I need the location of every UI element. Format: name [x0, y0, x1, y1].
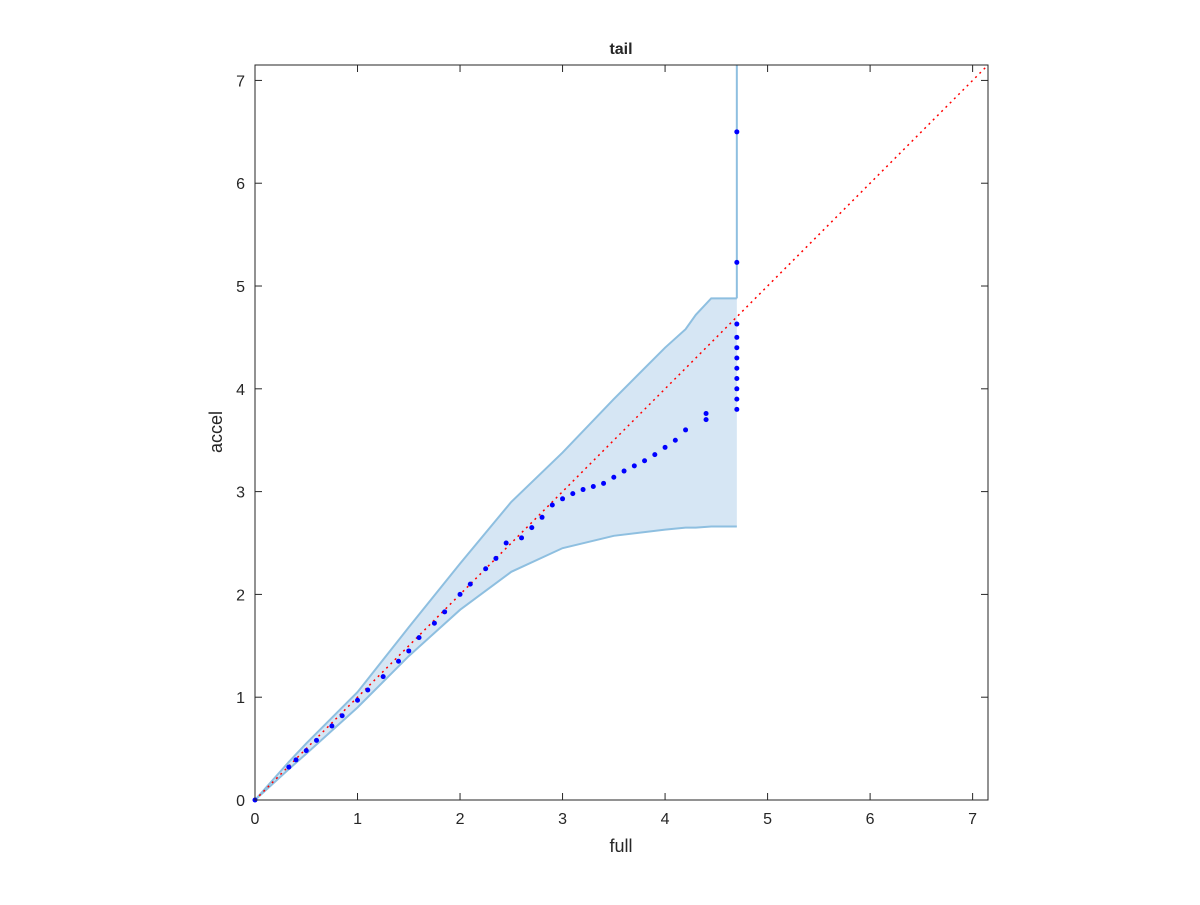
- data-point: [560, 496, 566, 502]
- data-point: [293, 757, 299, 763]
- axes-box: [254, 64, 989, 801]
- data-point: [467, 581, 473, 587]
- data-point: [303, 748, 309, 754]
- x-tick-label: 4: [661, 811, 670, 828]
- data-point: [570, 491, 576, 497]
- data-point: [549, 502, 555, 508]
- x-tick-label: 6: [866, 811, 875, 828]
- data-point: [286, 764, 292, 770]
- data-point: [539, 514, 545, 520]
- confidence-band: [255, 298, 737, 800]
- data-point: [365, 687, 371, 693]
- data-point: [590, 483, 596, 489]
- data-point: [734, 321, 740, 327]
- data-point: [396, 658, 402, 664]
- data-point: [672, 437, 678, 443]
- data-point: [601, 480, 607, 486]
- y-tick-label: 4: [236, 382, 245, 399]
- data-point: [406, 648, 412, 654]
- data-point: [621, 468, 627, 474]
- x-tick-label: 0: [251, 811, 260, 828]
- data-point: [329, 723, 335, 729]
- data-point: [519, 535, 525, 541]
- x-tick-label: 5: [763, 811, 772, 828]
- data-point: [703, 417, 709, 423]
- y-tick-label: 1: [236, 690, 245, 707]
- data-point: [703, 410, 709, 416]
- data-point: [734, 355, 740, 361]
- y-tick-label: 3: [236, 485, 245, 502]
- x-tick-label: 2: [456, 811, 465, 828]
- data-point: [734, 376, 740, 382]
- y-axis-label: accel: [206, 411, 226, 453]
- reference-line: [254, 64, 989, 801]
- chart-title: tail: [609, 41, 632, 58]
- data-point: [734, 365, 740, 371]
- data-point: [652, 452, 658, 458]
- data-point: [503, 540, 509, 546]
- data-point: [483, 566, 489, 572]
- x-tick-label: 1: [353, 811, 362, 828]
- data-point: [457, 591, 463, 597]
- data-point: [734, 334, 740, 340]
- data-point: [355, 697, 361, 703]
- x-axis-label: full: [609, 836, 632, 856]
- data-point: [642, 458, 648, 464]
- data-point: [529, 525, 535, 531]
- data-point: [416, 635, 422, 641]
- data-point: [734, 345, 740, 351]
- upper-bound: [254, 297, 737, 801]
- data-point: [431, 620, 437, 626]
- data-point: [734, 259, 740, 265]
- y-tick-label: 6: [236, 176, 245, 193]
- lower-bound: [254, 525, 737, 801]
- data-point: [734, 406, 740, 412]
- data-point: [662, 444, 668, 450]
- y-tick-label: 5: [236, 279, 245, 296]
- y-tick-label: 0: [236, 793, 245, 810]
- y-tick-label: 7: [236, 73, 245, 90]
- x-tick-label: 3: [558, 811, 567, 828]
- data-point: [683, 427, 689, 433]
- data-point: [314, 737, 320, 743]
- data-point: [580, 487, 586, 493]
- data-point: [631, 463, 637, 469]
- data-point: [339, 713, 345, 719]
- data-point: [442, 609, 448, 615]
- data-point: [734, 386, 740, 392]
- data-point: [380, 674, 386, 680]
- data-point: [734, 129, 740, 135]
- x-tick-label: 7: [968, 811, 977, 828]
- y-tick-label: 2: [236, 587, 245, 604]
- data-point: [611, 474, 617, 480]
- data-point: [493, 555, 499, 561]
- data-point: [734, 396, 740, 402]
